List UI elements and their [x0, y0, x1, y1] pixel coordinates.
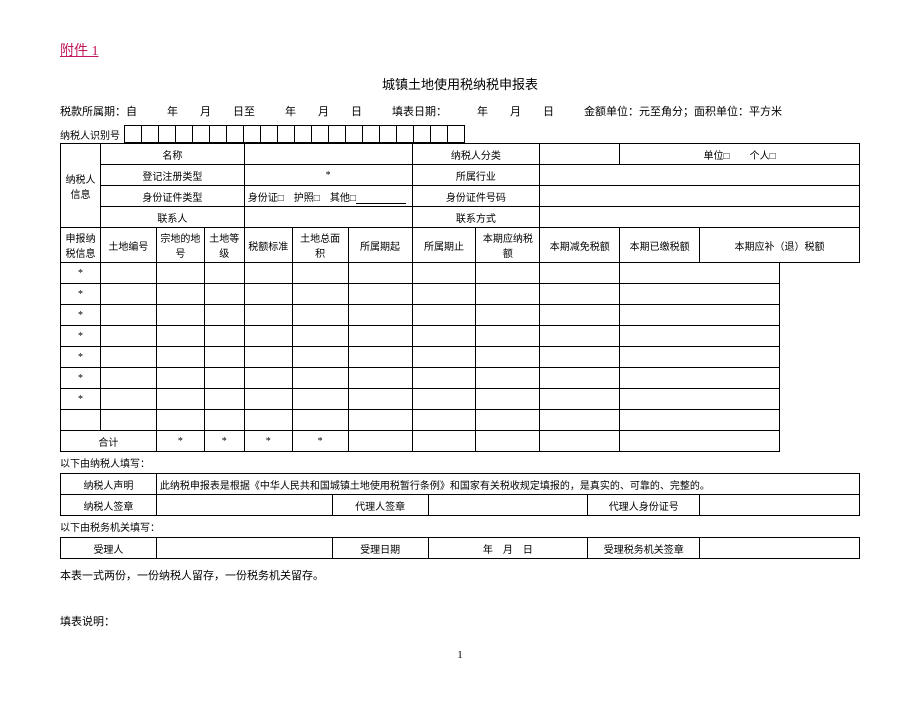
section-declaration: 申报纳税信息 [61, 228, 101, 263]
id-box[interactable] [124, 125, 142, 143]
section-taxpayer-info: 纳税人信息 [61, 144, 101, 228]
id-box[interactable] [159, 125, 176, 143]
attachment-label: 附件 1 [60, 40, 860, 68]
id-box[interactable] [227, 125, 244, 143]
id-box[interactable] [210, 125, 227, 143]
id-box[interactable] [295, 125, 312, 143]
id-box[interactable] [397, 125, 414, 143]
id-box[interactable] [142, 125, 159, 143]
id-box[interactable] [278, 125, 295, 143]
id-box[interactable] [176, 125, 193, 143]
id-box[interactable] [261, 125, 278, 143]
table-row: * [61, 263, 860, 284]
table-row: * [61, 326, 860, 347]
footer-note: 本表一式两份，一份纳税人留存，一份税务机关留存。 [60, 567, 860, 583]
id-box[interactable] [329, 125, 346, 143]
id-box[interactable] [346, 125, 363, 143]
table-row: * [61, 389, 860, 410]
declaration-table: 纳税人声明 此纳税申报表是根据《中华人民共和国城镇土地使用税暂行条例》和国家有关… [60, 473, 860, 516]
id-box[interactable] [431, 125, 448, 143]
below-taxpayer-label: 以下由纳税人填写： [60, 452, 860, 473]
table-row: * [61, 284, 860, 305]
form-title: 城镇土地使用税纳税申报表 [60, 74, 860, 93]
table-row: * [61, 347, 860, 368]
table-row [61, 410, 860, 431]
fill-instructions-label: 填表说明： [60, 613, 860, 629]
total-row: 合计 * * * * [61, 431, 860, 452]
receive-table: 受理人 受理日期 年 月 日 受理税务机关签章 [60, 537, 860, 559]
taxpayer-id-row: 纳税人识别号 [60, 125, 860, 143]
id-box[interactable] [414, 125, 431, 143]
main-table: 纳税人信息 名称 纳税人分类 单位□ 个人□ 登记注册类型 * 所属行业 身份证… [60, 143, 860, 452]
id-box[interactable] [193, 125, 210, 143]
table-row: * [61, 368, 860, 389]
meta-row: 税款所属期：自年月日至年月日 填表日期：年月日 金额单位：元至角分；面积单位：平… [60, 103, 860, 119]
id-box[interactable] [380, 125, 397, 143]
id-box[interactable] [244, 125, 261, 143]
id-box[interactable] [363, 125, 380, 143]
id-box[interactable] [312, 125, 329, 143]
table-row: * [61, 305, 860, 326]
id-box[interactable] [448, 125, 465, 143]
below-tax-office-label: 以下由税务机关填写： [60, 516, 860, 537]
decl-header: 申报纳税信息 土地编号 宗地的地号 土地等级 税额标准 土地总面积 所属期起 所… [61, 228, 860, 263]
